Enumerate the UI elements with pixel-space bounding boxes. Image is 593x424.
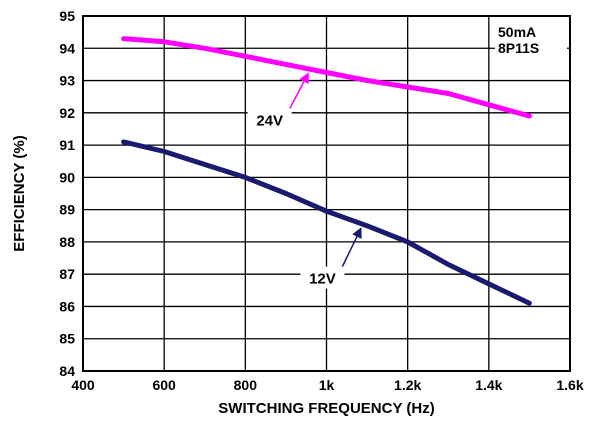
y-tick-label: 95 <box>59 8 75 24</box>
y-tick-label: 84 <box>59 363 75 379</box>
grid-lines <box>82 15 571 372</box>
plot-frame <box>82 15 571 372</box>
x-tick-label: 1.4k <box>475 377 502 393</box>
callout-label-24v: 24V <box>256 113 283 130</box>
series-line-12v <box>121 139 532 306</box>
y-tick-label: 86 <box>59 298 75 314</box>
y-tick-label: 89 <box>59 202 75 218</box>
callout-arrow-12v <box>339 227 362 271</box>
annotation-current: 50mA <box>498 24 536 40</box>
series-line-24v <box>121 36 532 119</box>
y-tick-label: 87 <box>59 266 75 282</box>
y-tick-labels: 84 85 86 87 88 89 90 91 92 93 94 95 <box>59 8 75 379</box>
y-tick-label: 88 <box>59 234 75 250</box>
callout-bg-12v <box>300 266 345 289</box>
y-tick-label: 93 <box>59 73 75 89</box>
callout-label-12v: 12V <box>309 271 336 288</box>
y-tick-label: 90 <box>59 169 75 185</box>
annotation-config: 8P11S <box>498 40 539 56</box>
condition-annotation: 50mA 8P11S <box>495 20 567 60</box>
series-lines <box>121 36 532 306</box>
y-tick-label: 94 <box>59 40 75 56</box>
y-axis-title: EFFICIENCY (%) <box>11 135 28 251</box>
x-tick-label: 800 <box>234 377 258 393</box>
callout-arrow-24v <box>287 72 309 113</box>
annotation-background <box>495 20 567 60</box>
x-axis-title: SWITCHING FREQUENCY (Hz) <box>218 400 434 417</box>
callouts: 24V 12V <box>247 72 362 289</box>
x-tick-label: 600 <box>152 377 176 393</box>
y-tick-label: 85 <box>59 331 75 347</box>
callout-bg-24v <box>247 108 292 131</box>
x-tick-label: 400 <box>71 377 95 393</box>
x-tick-label: 1.2k <box>394 377 421 393</box>
y-tick-label: 92 <box>59 105 75 121</box>
x-tick-label: 1k <box>319 377 335 393</box>
x-tick-labels: 400 600 800 1k 1.2k 1.4k 1.6k <box>71 377 584 393</box>
x-tick-label: 1.6k <box>556 377 583 393</box>
y-tick-label: 91 <box>59 137 75 153</box>
